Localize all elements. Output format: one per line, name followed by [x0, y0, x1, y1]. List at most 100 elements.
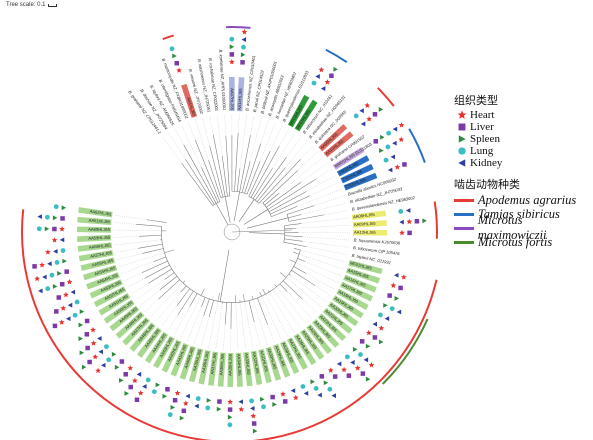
- triangle-left-icon: [97, 336, 102, 341]
- leaf-label-highlight: [327, 301, 359, 327]
- circle-icon: [72, 312, 78, 318]
- circle-icon: [74, 299, 80, 305]
- triangle-left-icon: [458, 159, 466, 167]
- leader-line: [280, 272, 323, 309]
- leaf-label-highlight: [332, 146, 365, 170]
- square-icon: [346, 373, 352, 378]
- leaf-label: AA39HLJ65: [192, 348, 203, 371]
- host-legend-label: Microtus fortis: [478, 234, 553, 249]
- square-icon: [172, 397, 178, 403]
- branch: [153, 256, 167, 262]
- leader-line: [155, 291, 182, 323]
- branch: [293, 266, 307, 274]
- circle-icon: [300, 384, 306, 389]
- branch: [138, 243, 163, 249]
- branch: [195, 139, 221, 202]
- leaf-label: AA55HLJ65: [94, 265, 117, 276]
- leaf-label: AA57HLJ65: [90, 250, 113, 259]
- leader-line: [260, 119, 269, 144]
- leaf-label-highlight: [188, 348, 204, 383]
- leaf-label-highlight: [83, 264, 118, 281]
- circle-icon: [458, 147, 466, 155]
- leader-line: [174, 128, 184, 146]
- triangle-left-icon: [185, 393, 190, 399]
- branch: [256, 167, 286, 202]
- branch: [241, 161, 251, 193]
- leaf-label-highlight: [317, 313, 347, 342]
- branch: [222, 156, 228, 197]
- leaf-label: AA1HLJ65: [186, 97, 197, 118]
- leaf-label: AA62HLJ65: [89, 209, 112, 217]
- circle-icon: [261, 404, 266, 410]
- leader-line: [314, 285, 332, 297]
- star-icon: [174, 390, 181, 396]
- star-icon: [398, 122, 405, 128]
- leaf-label: B. koehlerae NZ_AHPL01000001: [218, 49, 227, 110]
- triangle-left-icon: [392, 140, 397, 146]
- tissue-legend-label: Kidney: [470, 157, 503, 169]
- leader-line: [187, 306, 202, 342]
- circle-icon: [169, 46, 175, 52]
- leader-line: [201, 316, 210, 346]
- branch: [264, 193, 280, 206]
- branch: [246, 161, 261, 195]
- leaf-label-highlight: [86, 272, 120, 290]
- circle-icon: [249, 398, 254, 404]
- triangle-left-icon: [384, 316, 390, 322]
- leader-line: [259, 291, 282, 340]
- star-icon: [327, 367, 334, 373]
- circle-icon: [378, 312, 383, 318]
- leader-line: [139, 289, 161, 307]
- triangle-right-icon: [240, 52, 246, 58]
- leader-line: [124, 272, 143, 281]
- leaf-label: AA61HLJ65: [88, 218, 111, 225]
- leader-line: [149, 280, 186, 318]
- leaf-label: AA58HLJ65: [89, 242, 112, 249]
- leaf-label-highlight: [77, 242, 113, 252]
- circle-icon: [313, 385, 319, 391]
- circle-icon: [311, 80, 317, 86]
- star-icon: [400, 274, 407, 280]
- leader-line: [289, 259, 339, 284]
- leaf-label-highlight: [306, 324, 332, 355]
- leader-line: [272, 132, 296, 169]
- branch: [201, 167, 219, 203]
- leader-line: [272, 288, 301, 329]
- triangle-left-icon: [315, 74, 320, 79]
- tissue-markers: [32, 28, 427, 434]
- leaf-label-highlight: [294, 99, 318, 132]
- leader-line: [114, 239, 161, 246]
- host-legend-item: Apodemus agrarius: [454, 193, 593, 207]
- leaf-label-highlight: [144, 331, 169, 364]
- leaf-label: AA33HLJ65: [244, 353, 252, 376]
- square-icon: [87, 359, 92, 365]
- star-icon: [354, 365, 361, 371]
- triangle-right-icon: [310, 379, 315, 385]
- leaf-label-highlight: [179, 345, 196, 380]
- leaf-label: AA14HLJ65: [237, 88, 243, 111]
- circle-icon: [353, 113, 359, 119]
- host-legend-swatch: [454, 226, 474, 230]
- triangle-left-icon: [142, 384, 147, 389]
- tissue-legend-item: Spleen: [454, 133, 593, 145]
- branch: [213, 134, 226, 197]
- circle-icon: [104, 344, 109, 350]
- triangle-left-icon: [290, 388, 296, 394]
- star-icon: [34, 275, 40, 282]
- leader-line: [127, 278, 145, 288]
- square-icon: [251, 421, 257, 426]
- leaf-label-highlight: [198, 350, 211, 385]
- leader-line: [131, 283, 149, 294]
- leaf-label: B. fuyuanensis KJ570638: [354, 237, 401, 245]
- leader-line: [290, 275, 328, 303]
- host-legend-swatch: [454, 212, 474, 216]
- tissue-legend-item: Kidney: [454, 157, 593, 169]
- triangle-left-icon: [390, 154, 396, 160]
- triangle-right-icon: [81, 364, 87, 370]
- leaf-label: AA38HLJ65: [201, 350, 210, 373]
- leaf-label: AA60HLJ65: [88, 227, 111, 232]
- star-icon: [378, 325, 385, 331]
- leaf-label: AA56HLJ65: [91, 257, 114, 267]
- circle-icon: [327, 386, 333, 392]
